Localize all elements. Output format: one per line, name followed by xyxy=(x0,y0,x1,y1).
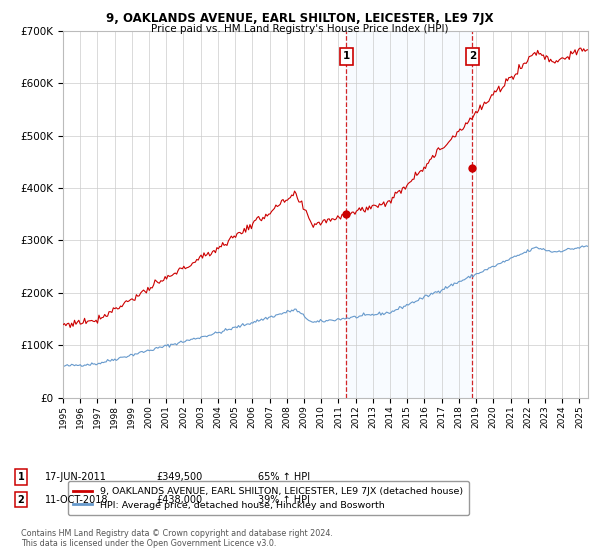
Text: £438,000: £438,000 xyxy=(156,494,202,505)
Text: 9, OAKLANDS AVENUE, EARL SHILTON, LEICESTER, LE9 7JX: 9, OAKLANDS AVENUE, EARL SHILTON, LEICES… xyxy=(106,12,494,25)
Text: 39% ↑ HPI: 39% ↑ HPI xyxy=(258,494,310,505)
Text: 1: 1 xyxy=(343,52,350,62)
Text: Price paid vs. HM Land Registry's House Price Index (HPI): Price paid vs. HM Land Registry's House … xyxy=(151,24,449,34)
Text: £349,500: £349,500 xyxy=(156,472,202,482)
Text: Contains HM Land Registry data © Crown copyright and database right 2024.: Contains HM Land Registry data © Crown c… xyxy=(21,529,333,538)
Bar xyxy=(346,31,472,398)
Text: 2: 2 xyxy=(17,494,25,505)
Text: 65% ↑ HPI: 65% ↑ HPI xyxy=(258,472,310,482)
Text: 11-OCT-2018: 11-OCT-2018 xyxy=(45,494,109,505)
Legend: 9, OAKLANDS AVENUE, EARL SHILTON, LEICESTER, LE9 7JX (detached house), HPI: Aver: 9, OAKLANDS AVENUE, EARL SHILTON, LEICES… xyxy=(68,481,469,515)
Text: 2: 2 xyxy=(469,52,476,62)
Text: 17-JUN-2011: 17-JUN-2011 xyxy=(45,472,107,482)
Text: 1: 1 xyxy=(17,472,25,482)
Text: This data is licensed under the Open Government Licence v3.0.: This data is licensed under the Open Gov… xyxy=(21,539,277,548)
